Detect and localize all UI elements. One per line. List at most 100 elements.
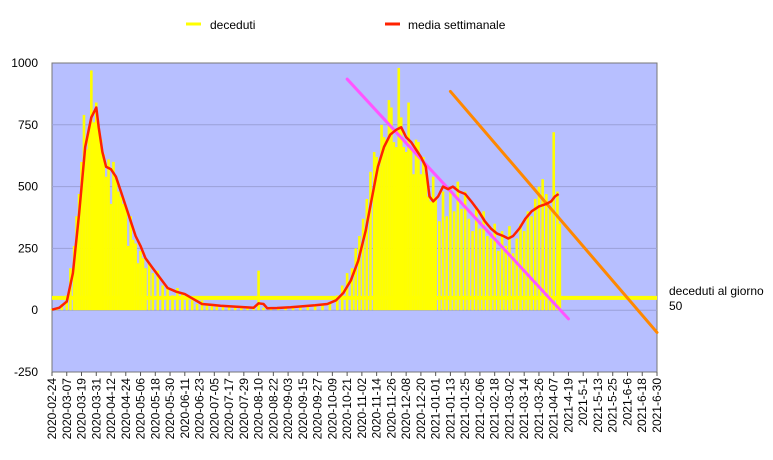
bar <box>80 161 83 311</box>
bar <box>397 67 401 311</box>
x-tick-label: 2021-04-07 <box>547 378 561 440</box>
bar <box>414 139 418 311</box>
bar <box>284 307 287 311</box>
bar <box>129 216 132 311</box>
bar <box>354 248 358 311</box>
bar <box>262 307 265 311</box>
y-tick-label: 0 <box>31 303 38 317</box>
bar <box>82 114 86 311</box>
x-tick-label: 2021-01-25 <box>458 378 472 440</box>
bar <box>205 305 209 311</box>
bar <box>541 179 544 311</box>
bar <box>530 216 533 311</box>
x-tick-label: 2020-05-18 <box>148 378 162 440</box>
bar <box>252 308 255 311</box>
bar <box>419 174 423 311</box>
bar <box>452 211 456 311</box>
bar <box>139 250 142 311</box>
bar <box>147 263 151 311</box>
x-tick-label: 2020-12-08 <box>399 378 413 440</box>
x-tick-label: 2021-01-01 <box>429 378 443 440</box>
x-tick-label: 2020-05-30 <box>163 378 177 440</box>
bar <box>508 226 511 311</box>
bar <box>156 270 160 311</box>
x-tick-label: 2020-11-14 <box>370 378 384 439</box>
x-tick-label: 2020-02-24 <box>45 378 59 440</box>
bar <box>195 304 199 311</box>
bar <box>215 305 219 311</box>
bar <box>424 174 428 311</box>
bar <box>90 70 93 311</box>
bar <box>504 245 508 311</box>
bar <box>385 139 388 311</box>
bar <box>399 117 403 311</box>
x-tick-label: 2021-5-25 <box>606 378 620 433</box>
bar <box>299 306 302 311</box>
series-media-settimanale <box>51 106 560 311</box>
x-axis: 2020-02-24 2020-03-07 2020-03-19 2020-03-31… <box>45 372 664 439</box>
bar <box>545 194 548 311</box>
bar <box>438 221 441 311</box>
bar <box>181 292 184 311</box>
bar <box>412 174 415 311</box>
bar <box>387 100 391 311</box>
bar <box>104 176 108 311</box>
bar <box>119 196 123 311</box>
bar <box>144 268 147 311</box>
bar <box>431 176 435 311</box>
bar <box>102 154 105 311</box>
x-tick-label: 2021-6-30 <box>650 378 664 433</box>
bar <box>526 211 530 311</box>
series-line <box>51 106 560 311</box>
bar <box>151 273 155 311</box>
bar <box>171 295 174 311</box>
bar <box>422 156 425 311</box>
bar <box>350 268 354 311</box>
bar <box>482 211 485 311</box>
bar <box>402 147 405 311</box>
trend-line <box>345 77 570 321</box>
legend-label-media-settimanale: media settimanale <box>408 18 506 32</box>
bar <box>382 137 386 311</box>
x-tick-label: 2021-6-18 <box>635 378 649 433</box>
bar <box>358 236 361 311</box>
x-tick-label: 2020-11-26 <box>384 378 398 439</box>
bar <box>515 238 519 311</box>
x-tick-label: 2021-6-6 <box>620 378 634 426</box>
x-tick-label: 2020-04-24 <box>119 378 133 440</box>
bar <box>99 139 103 311</box>
x-tick-label: 2020-03-07 <box>60 378 74 440</box>
bar <box>227 306 231 311</box>
y-tick-label: 1000 <box>11 56 38 70</box>
bar <box>489 238 493 311</box>
reference-line-label: deceduti al giorno <box>669 284 764 298</box>
bar <box>335 295 339 311</box>
x-tick-label: 2020-09-03 <box>281 378 295 440</box>
legend-label-deceduti: deceduti <box>210 18 255 32</box>
bar <box>460 208 463 311</box>
y-tick-label: 250 <box>18 241 38 255</box>
x-tick-label: 2021-5-1 <box>576 378 590 426</box>
bar <box>375 156 378 311</box>
bar <box>426 196 430 311</box>
bar <box>392 142 396 311</box>
bar <box>377 166 381 311</box>
bar <box>109 203 113 311</box>
x-tick-label: 2021-03-14 <box>517 378 531 440</box>
bar <box>185 295 189 311</box>
bar <box>306 305 310 311</box>
x-tick-label: 2020-03-19 <box>75 378 89 440</box>
bar <box>221 306 225 311</box>
x-tick-label: 2021-03-26 <box>532 378 546 440</box>
x-tick-label: 2020-10-21 <box>340 378 354 440</box>
x-tick-label: 2020-09-15 <box>296 378 310 440</box>
bar <box>493 223 496 311</box>
bar <box>124 206 128 311</box>
x-tick-label: 2021-01-13 <box>443 378 457 440</box>
bar <box>486 236 489 311</box>
trend-lines <box>345 77 659 334</box>
x-tick-label: 2020-06-11 <box>178 378 192 439</box>
x-tick-label: 2020-08-22 <box>266 378 280 440</box>
bar <box>429 201 433 311</box>
bar <box>210 304 214 311</box>
